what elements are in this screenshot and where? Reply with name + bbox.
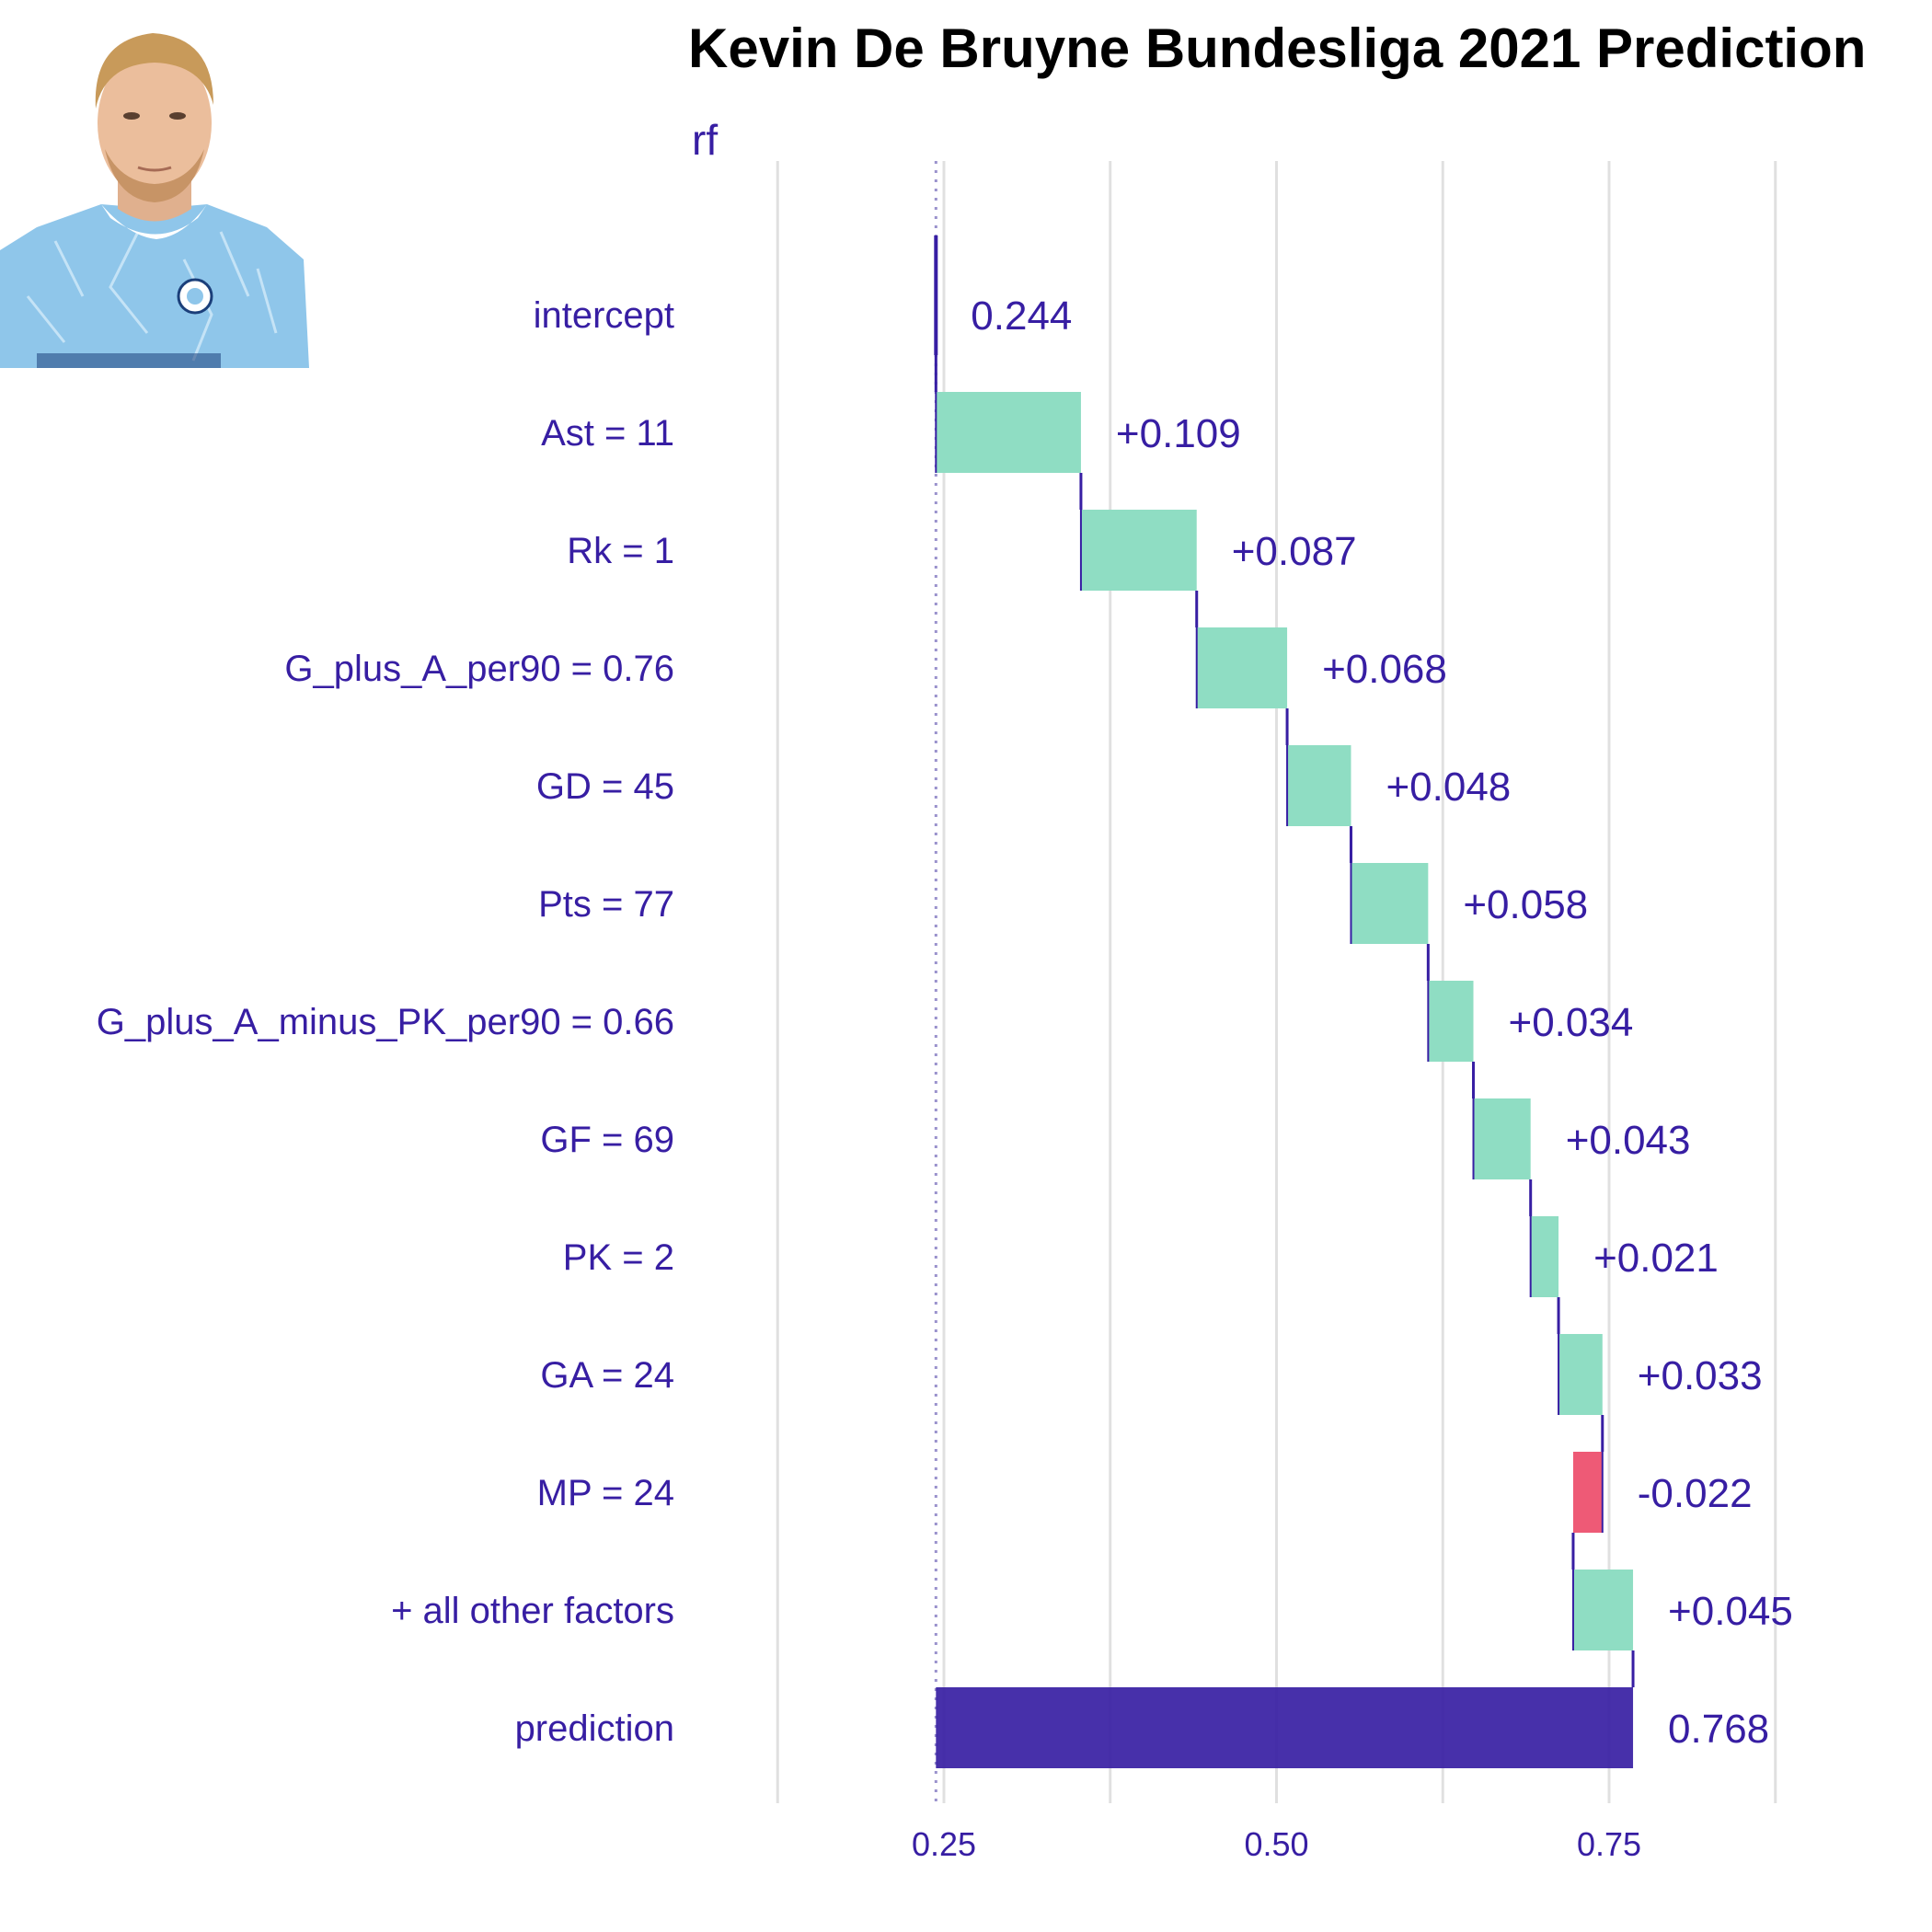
value-label: +0.043 [1566,1118,1691,1163]
prediction-bar [936,1687,1634,1768]
contribution-bar [936,392,1081,473]
row-label: Rk = 1 [567,531,674,571]
contribution-bar [1530,1216,1559,1297]
contribution-bar [1473,1098,1531,1179]
value-label: +0.048 [1386,765,1511,810]
value-label: +0.033 [1638,1353,1763,1398]
value-label: +0.021 [1593,1236,1719,1281]
contribution-bar [1558,1334,1603,1415]
row-label: G_plus_A_per90 = 0.76 [284,649,674,689]
x-tick-label: 0.25 [912,1825,976,1863]
value-label: +0.045 [1668,1589,1793,1634]
row-label: MP = 24 [537,1473,674,1513]
row-label: Ast = 11 [541,413,674,454]
contribution-bar [1572,1570,1634,1650]
value-label: +0.058 [1463,882,1588,927]
contribution-bar [1351,863,1429,944]
x-tick-label: 0.75 [1577,1825,1641,1863]
value-label: -0.022 [1638,1471,1753,1516]
value-label: +0.087 [1232,529,1357,574]
value-label: +0.034 [1509,1000,1634,1045]
row-label: + all other factors [391,1591,674,1631]
row-label: GF = 69 [540,1120,674,1160]
row-label: Pts = 77 [538,884,674,925]
row-label: GA = 24 [540,1355,674,1396]
player-photo [0,20,309,368]
row-label: PK = 2 [563,1237,674,1278]
contribution-bar [1196,627,1288,708]
model-label: rf [692,116,718,164]
contribution-bar [1080,510,1197,591]
contribution-bar [1287,745,1351,826]
value-label: +0.068 [1322,647,1447,692]
row-label: prediction [515,1708,674,1749]
row-label: GD = 45 [536,766,674,807]
value-label: +0.109 [1116,411,1241,456]
x-tick-label: 0.50 [1244,1825,1308,1863]
value-label: 0.768 [1668,1707,1769,1752]
row-label: intercept [534,295,674,336]
contribution-bar [1572,1452,1603,1533]
contribution-bar [1428,981,1474,1062]
chart-title: Kevin De Bruyne Bundesliga 2021 Predicti… [688,17,1867,79]
value-label: 0.244 [971,293,1072,339]
row-label: G_plus_A_minus_PK_per90 = 0.66 [97,1002,674,1042]
